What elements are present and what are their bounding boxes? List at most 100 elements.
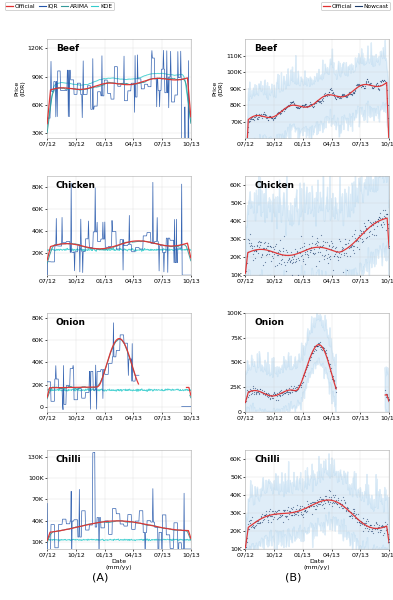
Point xyxy=(301,100,307,109)
Point xyxy=(256,236,262,246)
Point xyxy=(382,385,388,395)
Point xyxy=(361,83,367,92)
Point xyxy=(373,518,379,527)
Point xyxy=(269,113,275,122)
Point xyxy=(308,498,314,508)
Point xyxy=(385,113,391,122)
Point xyxy=(369,526,375,536)
Point xyxy=(284,247,290,257)
Point xyxy=(290,257,296,267)
Point xyxy=(379,521,385,530)
Point xyxy=(343,91,349,101)
Point xyxy=(382,392,389,401)
Point xyxy=(247,241,253,250)
Point xyxy=(350,87,356,97)
Point xyxy=(298,509,304,519)
Point xyxy=(260,109,266,119)
Point xyxy=(321,250,328,260)
Point xyxy=(324,238,330,247)
Point xyxy=(256,388,262,398)
Point xyxy=(336,234,342,244)
Point xyxy=(335,253,341,262)
Point xyxy=(271,244,277,254)
Point xyxy=(334,500,340,509)
Point xyxy=(342,91,348,101)
Point xyxy=(269,512,275,521)
Point xyxy=(284,101,290,111)
Point xyxy=(358,226,364,236)
Point xyxy=(297,379,303,389)
Point xyxy=(358,82,364,91)
Point xyxy=(263,250,269,260)
Point xyxy=(277,391,284,400)
Point xyxy=(300,506,307,516)
Point xyxy=(357,520,364,530)
Point xyxy=(265,246,272,256)
Point xyxy=(351,88,357,98)
Point xyxy=(286,257,293,266)
Point xyxy=(248,114,255,124)
Point xyxy=(386,243,392,253)
Point xyxy=(319,241,325,251)
Point xyxy=(372,82,378,91)
Point xyxy=(246,518,253,527)
Point xyxy=(336,93,342,103)
Point xyxy=(320,240,327,250)
Point xyxy=(375,523,382,532)
Point xyxy=(382,212,388,222)
Point xyxy=(252,389,259,399)
Point xyxy=(271,508,277,518)
Point xyxy=(250,114,256,124)
Point xyxy=(363,516,369,526)
Point xyxy=(250,115,256,124)
Point xyxy=(319,95,325,104)
Point xyxy=(290,254,297,263)
Point xyxy=(297,102,303,112)
Point xyxy=(291,100,298,109)
Point xyxy=(303,99,309,109)
Point xyxy=(345,91,351,100)
Point xyxy=(243,542,249,551)
Point xyxy=(272,389,278,399)
Point xyxy=(362,518,368,528)
Point xyxy=(344,265,351,275)
Point xyxy=(331,89,337,98)
Point xyxy=(360,83,367,92)
Point xyxy=(335,92,341,101)
Point xyxy=(312,504,318,514)
Point xyxy=(331,376,338,385)
Point xyxy=(356,80,362,89)
Point xyxy=(332,93,338,103)
Point xyxy=(299,100,305,110)
Point xyxy=(321,496,327,506)
Point xyxy=(289,511,295,520)
Point xyxy=(306,502,312,512)
Point xyxy=(274,107,281,117)
Point xyxy=(363,78,369,88)
Point xyxy=(336,502,342,512)
Point xyxy=(252,383,258,393)
Point xyxy=(371,224,377,234)
Point xyxy=(379,223,385,232)
Point xyxy=(305,357,311,367)
Point xyxy=(293,382,299,392)
Point xyxy=(312,248,318,258)
Point xyxy=(340,89,346,98)
Point xyxy=(317,247,323,257)
Point xyxy=(384,209,390,218)
Point xyxy=(343,506,349,515)
Point xyxy=(347,242,354,252)
Point xyxy=(312,98,319,107)
Point xyxy=(250,387,257,397)
Point xyxy=(249,112,255,122)
Point xyxy=(370,220,376,230)
Point xyxy=(272,110,279,120)
Point xyxy=(322,237,328,247)
Point xyxy=(251,112,257,122)
Point xyxy=(365,77,371,87)
Point xyxy=(252,517,258,526)
Point xyxy=(338,502,344,511)
Point xyxy=(252,520,259,530)
Point xyxy=(245,519,252,529)
Point xyxy=(315,237,321,247)
